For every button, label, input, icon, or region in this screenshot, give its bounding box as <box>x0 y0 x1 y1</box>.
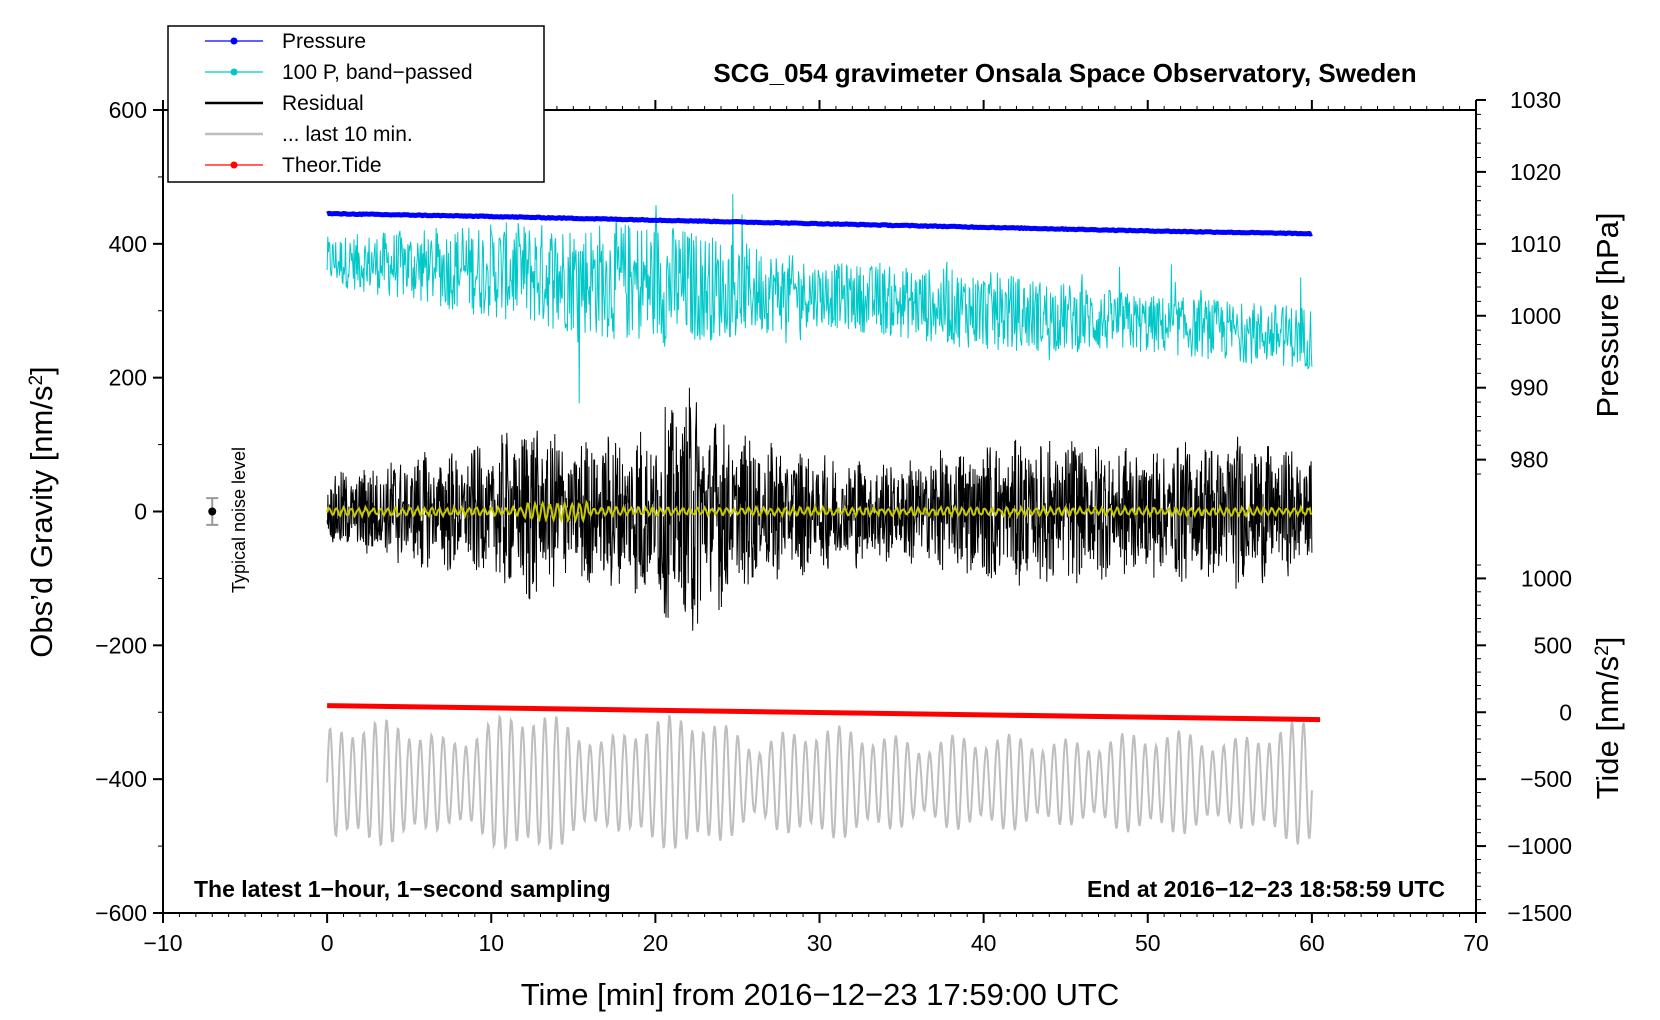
footnote-sampling: The latest 1−hour, 1−second sampling <box>194 876 611 902</box>
tide-tick-label: −500 <box>1520 766 1572 792</box>
y-left-tick-label: 0 <box>134 499 147 525</box>
series-last-10-min <box>326 714 1313 851</box>
x-tick-label: 70 <box>1463 930 1489 956</box>
tide-tick-label: 0 <box>1559 699 1572 725</box>
tide-tick-label: 1000 <box>1521 565 1572 591</box>
tide-tick-label: −1000 <box>1507 833 1572 859</box>
y-left-tick-label: 400 <box>109 231 147 257</box>
series-theoretical-tide <box>327 703 1321 723</box>
pressure-tick-label: 1000 <box>1510 303 1561 329</box>
noise-level-label: Typical noise level <box>229 447 249 593</box>
x-tick-label: 40 <box>971 930 997 956</box>
x-tick-label: 20 <box>643 930 669 956</box>
pressure-tick-label: 1010 <box>1510 231 1561 257</box>
pressure-tick-label: 980 <box>1510 447 1548 473</box>
x-tick-label: −10 <box>143 930 182 956</box>
legend-label: 100 P, band−passed <box>282 61 473 84</box>
pressure-tick-label: 990 <box>1510 375 1548 401</box>
legend-label: Pressure <box>282 30 366 53</box>
y-left-tick-label: 600 <box>109 97 147 123</box>
y-axis-pressure-title: Pressure [hPa] <box>1590 212 1625 417</box>
tide-tick-label: 500 <box>1534 632 1572 658</box>
noise-marker-dot <box>208 507 217 516</box>
series-residual <box>326 387 1313 631</box>
legend: Pressure 100 P, band−passed Residual ... la… <box>167 25 545 183</box>
series-layer <box>206 193 1321 851</box>
legend-marker <box>230 161 238 169</box>
legend-label: ... last 10 min. <box>282 123 413 146</box>
x-tick-label: 50 <box>1135 930 1161 956</box>
x-tick-label: 0 <box>321 930 334 956</box>
legend-label: Theor.Tide <box>282 154 382 177</box>
chart-title: SCG_054 gravimeter Onsala Space Observat… <box>713 58 1416 88</box>
legend-marker <box>230 68 238 76</box>
y-left-tick-label: −400 <box>95 766 147 792</box>
x-axis-title: Time [min] from 2016−12−23 17:59:00 UTC <box>521 977 1120 1012</box>
y-left-tick-label: 200 <box>109 365 147 391</box>
legend-label: Residual <box>282 92 364 115</box>
pressure-tick-label: 1020 <box>1510 159 1561 185</box>
y-left-tick-label: −200 <box>95 632 147 658</box>
series-band-passed-pressure <box>326 193 1313 404</box>
x-tick-label: 60 <box>1299 930 1325 956</box>
x-tick-label: 30 <box>807 930 833 956</box>
series-yellow-filtered <box>326 499 1313 524</box>
pressure-tick-label: 1030 <box>1510 87 1561 113</box>
y-axis-left-title: Obs’d Gravity [nm/s2] <box>24 366 59 657</box>
footnote-end-time: End at 2016−12−23 18:58:59 UTC <box>1087 876 1445 902</box>
y-axis-tide-title: Tide [nm/s2] <box>1590 637 1625 800</box>
y-left-tick-label: −600 <box>95 900 147 926</box>
series-pressure <box>326 210 1313 237</box>
tide-tick-label: −1500 <box>1507 900 1572 926</box>
axis-layer: −10 0 10 20 30 40 50 60 70−600−400−2000200400600… <box>95 87 1572 956</box>
legend-marker <box>230 37 238 45</box>
x-tick-label: 10 <box>478 930 504 956</box>
